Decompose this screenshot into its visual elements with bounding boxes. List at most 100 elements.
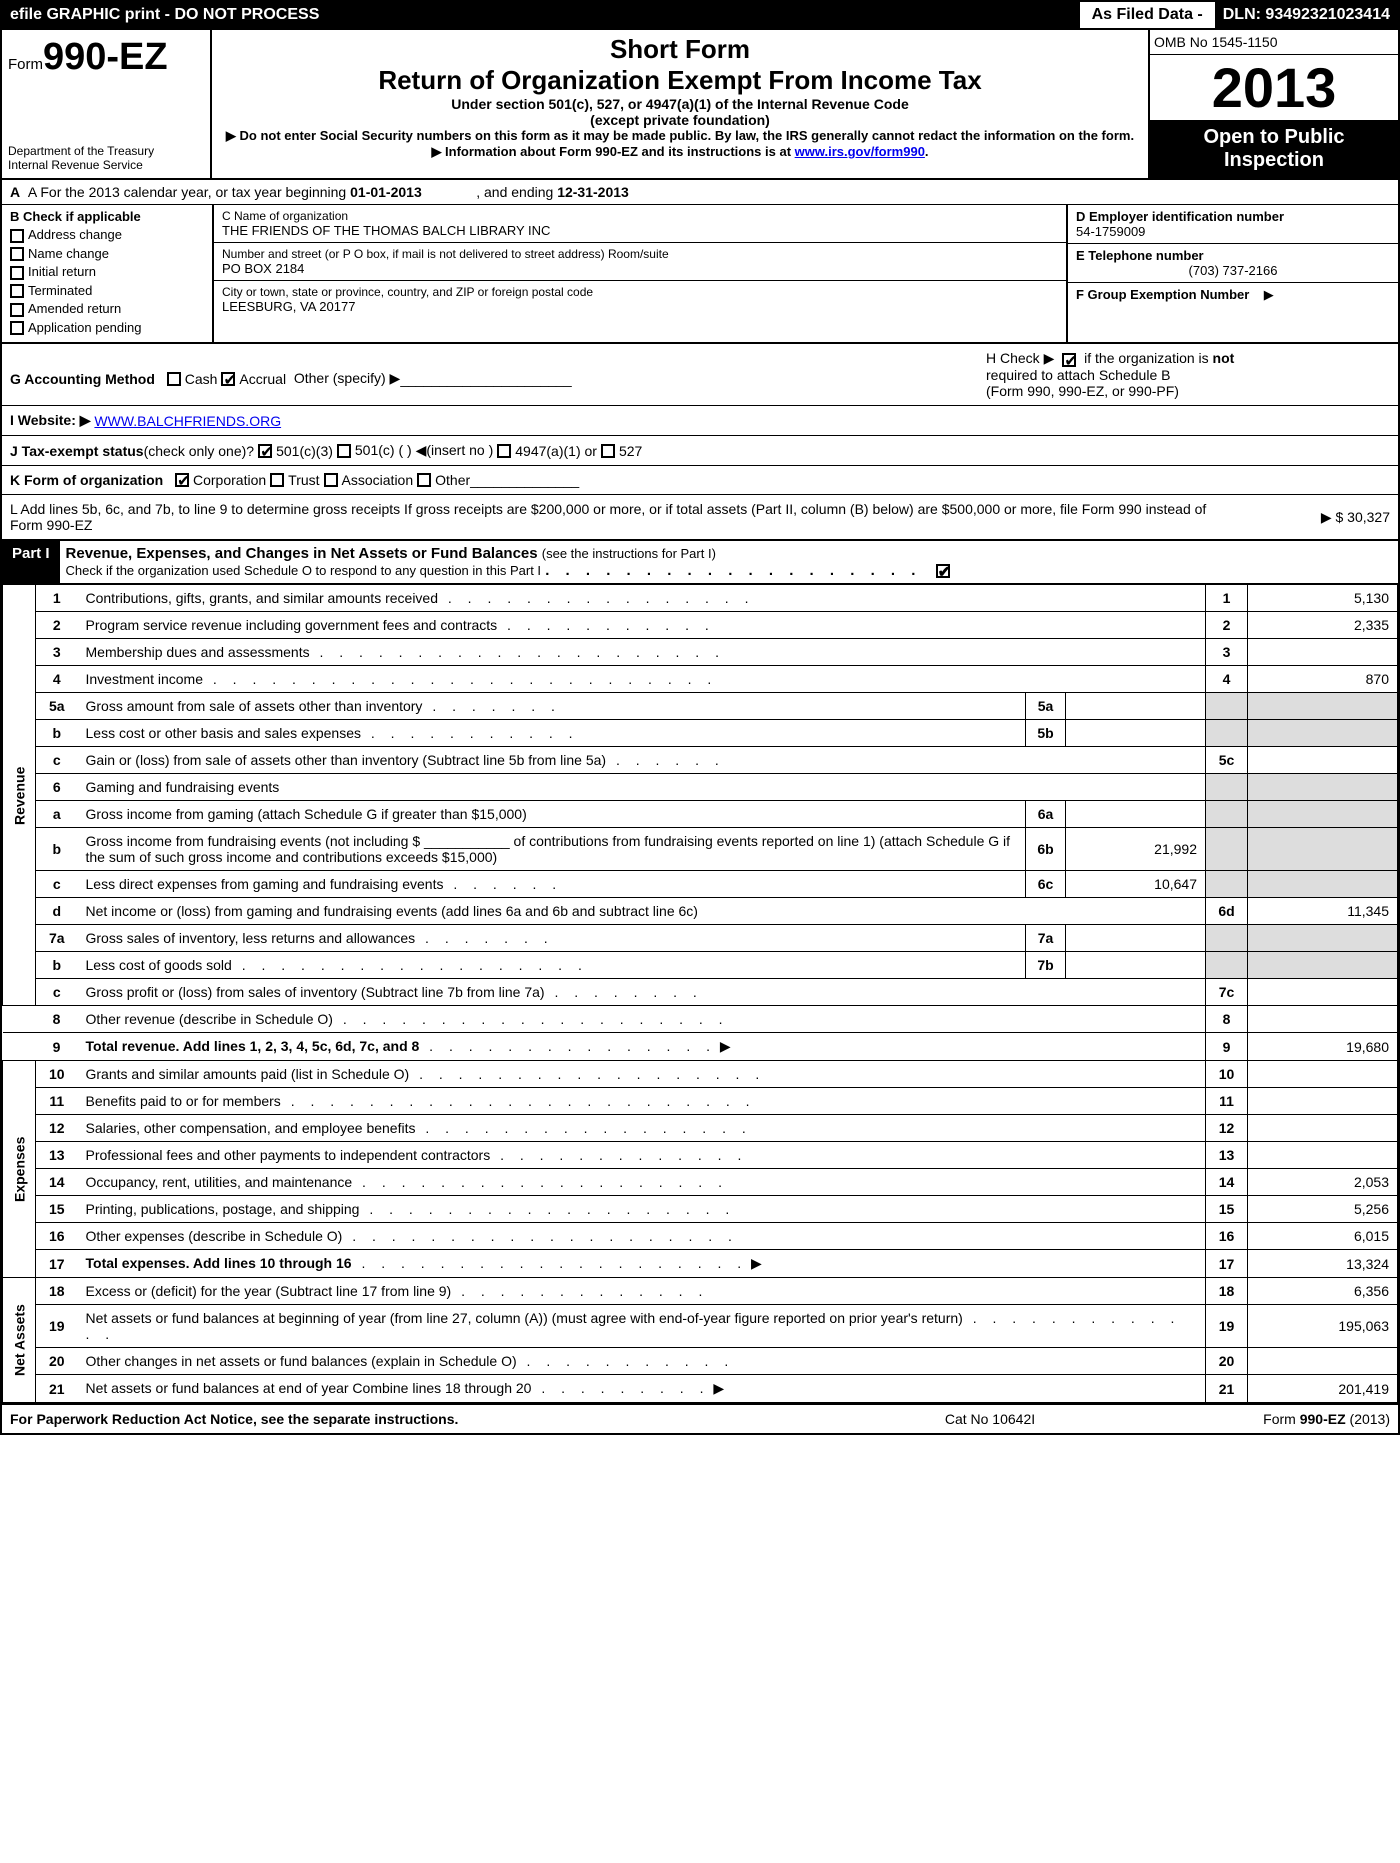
- chk-corporation[interactable]: [175, 473, 189, 487]
- chk-527[interactable]: [601, 444, 615, 458]
- cash-label: Cash: [185, 371, 218, 387]
- org-name-cell: C Name of organization THE FRIENDS OF TH…: [214, 205, 1066, 243]
- dept-irs: Internal Revenue Service: [8, 158, 204, 172]
- part-1-header: Part I Revenue, Expenses, and Changes in…: [2, 541, 1398, 584]
- opt-501c: 501(c) ( ) ◀(insert no ): [355, 442, 493, 459]
- row-line-8: 8 Other revenue (describe in Schedule O)…: [3, 1006, 1398, 1033]
- chk-address-change[interactable]: Address change: [10, 227, 204, 243]
- form-title: Return of Organization Exempt From Incom…: [220, 65, 1140, 96]
- part-1-title-text: Revenue, Expenses, and Changes in Net As…: [66, 545, 538, 562]
- other-label: Other (specify) ▶: [294, 370, 400, 387]
- chk-terminated[interactable]: Terminated: [10, 283, 204, 299]
- gross-receipts-value: $ 30,327: [1336, 509, 1391, 525]
- row-line-6b: b Gross income from fundraising events (…: [3, 828, 1398, 871]
- row-line-6c: c Less direct expenses from gaming and f…: [3, 871, 1398, 898]
- group-exemption-label: F Group Exemption Number: [1076, 287, 1249, 302]
- org-city-label: City or town, state or province, country…: [222, 285, 1058, 299]
- dept-treasury: Department of the Treasury: [8, 144, 204, 158]
- chk-4947[interactable]: [497, 444, 511, 458]
- row-line-5c: c Gain or (loss) from sale of assets oth…: [3, 747, 1398, 774]
- column-c-org-info: C Name of organization THE FRIENDS OF TH…: [212, 205, 1068, 342]
- checkbox-icon: [10, 266, 24, 280]
- irs-link[interactable]: www.irs.gov/form990: [795, 144, 925, 159]
- form-prefix: Form: [8, 56, 43, 73]
- tax-year-begin: 01-01-2013: [350, 184, 422, 200]
- footer-form-ref: Form 990-EZ (2013): [1140, 1411, 1390, 1427]
- part-1-table: Revenue 1 Contributions, gifts, grants, …: [2, 584, 1398, 1403]
- row-line-7b: b Less cost of goods sold . . . . . . . …: [3, 952, 1398, 979]
- line-l-content: L Add lines 5b, 6c, and 7b, to line 9 to…: [10, 501, 1206, 533]
- row-line-20: 20 Other changes in net assets or fund b…: [3, 1348, 1398, 1375]
- chk-schedule-b[interactable]: [1062, 353, 1076, 367]
- checkbox-icon: [10, 321, 24, 335]
- opt-trust: Trust: [288, 472, 319, 488]
- checkbox-icon: [10, 229, 24, 243]
- line-i: I Website: ▶ WWW.BALCHFRIENDS.ORG: [2, 406, 1398, 436]
- form-header: Form990-EZ Department of the Treasury In…: [2, 30, 1398, 180]
- chk-application-pending[interactable]: Application pending: [10, 320, 204, 336]
- section-bcdef: B Check if applicable Address change Nam…: [2, 205, 1398, 344]
- omb-number: OMB No 1545-1150: [1150, 30, 1398, 55]
- opt-association: Association: [342, 472, 414, 488]
- column-def: D Employer identification number 54-1759…: [1068, 205, 1398, 342]
- org-city-cell: City or town, state or province, country…: [214, 281, 1066, 318]
- side-net-assets: Net Assets: [3, 1278, 36, 1403]
- row-line-21: 21 Net assets or fund balances at end of…: [3, 1375, 1398, 1403]
- info-note-text: ▶ Information about Form 990-EZ and its …: [431, 144, 794, 159]
- header-right: OMB No 1545-1150 2013 Open to Public Ins…: [1148, 30, 1398, 178]
- chk-other-org[interactable]: [417, 473, 431, 487]
- g-side: G Accounting Method Cash Accrual Other (…: [2, 344, 978, 405]
- chk-501c3[interactable]: [258, 444, 272, 458]
- website-link[interactable]: WWW.BALCHFRIENDS.ORG: [94, 413, 281, 429]
- arrow-icon: ▶: [713, 1380, 724, 1396]
- row-line-4: 4 Investment income . . . . . . . . . . …: [3, 666, 1398, 693]
- row-line-14: 14 Occupancy, rent, utilities, and maint…: [3, 1169, 1398, 1196]
- org-street-label: Number and street (or P O box, if mail i…: [222, 247, 1058, 261]
- chk-schedule-o[interactable]: [936, 564, 950, 578]
- chk-trust[interactable]: [270, 473, 284, 487]
- line-h: H Check ▶ if the organization is not req…: [978, 344, 1398, 405]
- accrual-label: Accrual: [239, 371, 286, 387]
- part-1-title: Revenue, Expenses, and Changes in Net As…: [60, 541, 1398, 583]
- row-a-mid: , and ending: [476, 184, 557, 200]
- line-g-label: G Accounting Method: [10, 371, 155, 387]
- org-name-value: THE FRIENDS OF THE THOMAS BALCH LIBRARY …: [222, 223, 1058, 238]
- chk-cash[interactable]: [167, 372, 181, 386]
- short-form-label: Short Form: [220, 34, 1140, 65]
- org-city-value: LEESBURG, VA 20177: [222, 299, 1058, 314]
- chk-name-change[interactable]: Name change: [10, 246, 204, 262]
- part-1-paren: (see the instructions for Part I): [542, 546, 716, 561]
- chk-association[interactable]: [324, 473, 338, 487]
- checkbox-icon: [10, 247, 24, 261]
- header-center: Short Form Return of Organization Exempt…: [212, 30, 1148, 178]
- row-line-10: Expenses 10 Grants and similar amounts p…: [3, 1061, 1398, 1088]
- chk-initial-return[interactable]: Initial return: [10, 264, 204, 280]
- row-line-19: 19 Net assets or fund balances at beginn…: [3, 1305, 1398, 1348]
- dln-value: 93492321023414: [1265, 6, 1390, 23]
- ein-cell: D Employer identification number 54-1759…: [1068, 205, 1398, 244]
- dots: . . . . . . . . . . . . . . . . . . .: [545, 562, 931, 579]
- row-a-content: A A For the 2013 calendar year, or tax y…: [10, 184, 1390, 200]
- topbar-mid: As Filed Data -: [1080, 2, 1215, 28]
- tax-year: 2013: [1150, 55, 1398, 120]
- row-line-17: 17 Total expenses. Add lines 10 through …: [3, 1250, 1398, 1278]
- h-text4: (Form 990, 990-EZ, or 990-PF): [986, 383, 1179, 399]
- row-line-11: 11 Benefits paid to or for members . . .…: [3, 1088, 1398, 1115]
- arrow-icon: ▶: [1321, 509, 1332, 525]
- opt-501c3: 501(c)(3): [276, 443, 333, 459]
- line-num: 1: [36, 585, 78, 612]
- row-line-6: 6 Gaming and fundraising events: [3, 774, 1398, 801]
- opt-corporation: Corporation: [193, 472, 266, 488]
- chk-501c[interactable]: [337, 444, 351, 458]
- open-to-public: Open to Public Inspection: [1150, 120, 1398, 178]
- footer-paperwork: For Paperwork Reduction Act Notice, see …: [10, 1411, 840, 1427]
- chk-amended-return[interactable]: Amended return: [10, 301, 204, 317]
- chk-accrual[interactable]: [221, 372, 235, 386]
- phone-value: (703) 737-2166: [1076, 263, 1390, 278]
- line-rnum: 1: [1206, 585, 1248, 612]
- line-k: K Form of organization Corporation Trust…: [2, 466, 1398, 495]
- form-number: Form990-EZ: [8, 36, 204, 79]
- topbar-left: efile GRAPHIC print - DO NOT PROCESS: [2, 2, 1080, 28]
- group-exemption-cell: F Group Exemption Number ▶: [1068, 283, 1398, 307]
- page-footer: For Paperwork Reduction Act Notice, see …: [2, 1403, 1398, 1433]
